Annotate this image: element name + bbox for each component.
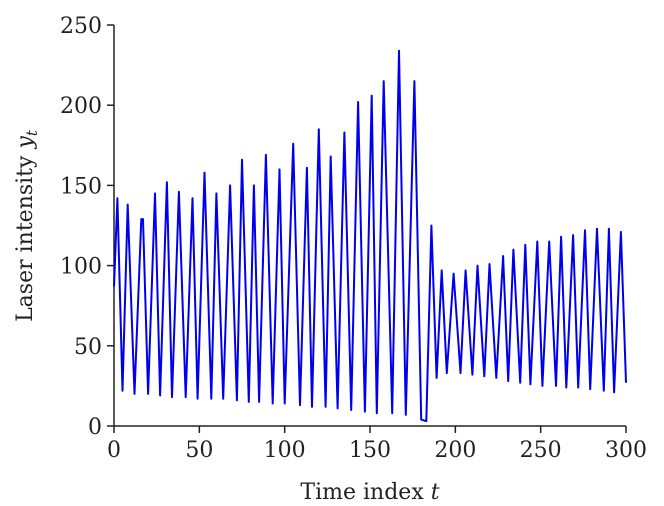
y-tick-label: 200 [60, 94, 102, 119]
y-tick-label: 250 [60, 14, 102, 39]
x-tick-label: 0 [107, 438, 121, 463]
y-axis-label: Laser intensity yt [13, 129, 41, 322]
x-tick-label: 200 [434, 438, 476, 463]
y-tick-label: 50 [74, 335, 102, 360]
x-tick-label: 300 [605, 438, 647, 463]
data-line [113, 49, 627, 423]
y-tick-label: 0 [88, 415, 102, 440]
x-tick-label: 250 [520, 438, 562, 463]
y-tick-label: 100 [60, 255, 102, 280]
x-tick-label: 50 [185, 438, 213, 463]
x-tick-label: 150 [349, 438, 391, 463]
x-tick-label: 100 [264, 438, 306, 463]
x-axis-label: Time index t [300, 480, 439, 505]
y-tick-label: 150 [60, 174, 102, 199]
